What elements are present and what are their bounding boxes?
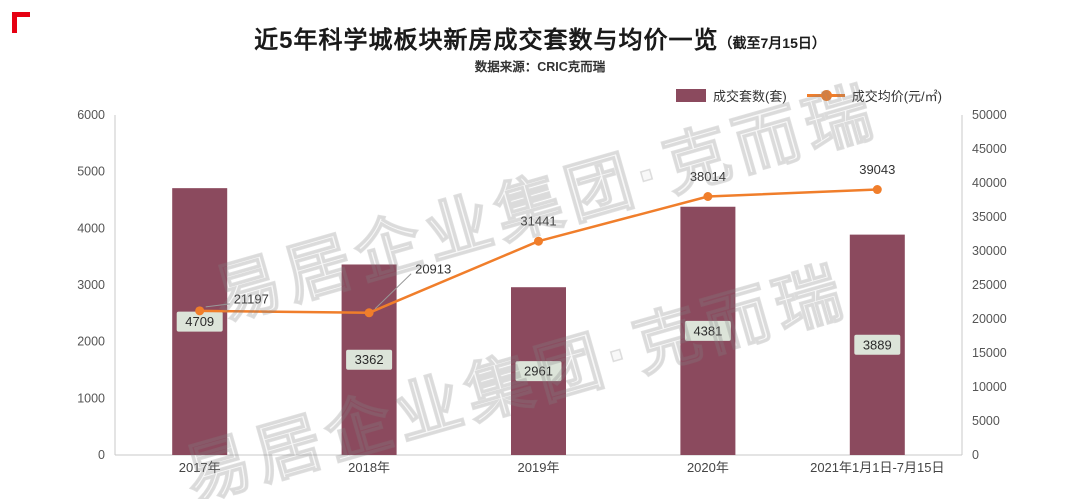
bar-value-label: 2961	[524, 364, 553, 379]
right-axis-tick: 30000	[972, 244, 1007, 258]
line-series-swatch	[806, 89, 845, 102]
bar-series-label: 成交套数(套)	[713, 89, 787, 104]
line-series-label: 成交均价(元/㎡)	[851, 89, 942, 104]
page-title: 近5年科学城板块新房成交套数与均价一览	[254, 27, 719, 54]
right-axis-tick: 20000	[972, 312, 1007, 326]
right-axis-tick: 0	[972, 448, 979, 462]
right-axis-tick: 25000	[972, 278, 1007, 292]
bar-value-label: 3362	[355, 352, 384, 367]
line-value-label: 38014	[690, 169, 726, 184]
line-point	[195, 306, 205, 316]
x-axis-category-label: 2020年	[687, 460, 729, 475]
red-corner-mark	[12, 12, 30, 33]
bar-value-box	[515, 361, 562, 382]
left-axis-tick: 5000	[77, 165, 105, 179]
left-axis-tick: 4000	[77, 221, 105, 235]
bar-value-box	[176, 311, 223, 332]
line-value-label: 21197	[234, 291, 269, 306]
line-point	[703, 192, 713, 202]
legend-item-bars: 成交套数(套)	[676, 86, 787, 105]
line-value-label: 20913	[415, 261, 451, 276]
data-source-subtitle: 数据来源：CRIC克而瑞	[474, 60, 606, 74]
chart-legend: 成交套数(套) 成交均价(元/㎡)	[676, 86, 942, 105]
label-leader-line	[205, 303, 230, 308]
line-swatch-dot	[820, 90, 832, 101]
bar-value-box	[854, 334, 901, 355]
right-axis-tick: 45000	[972, 142, 1007, 156]
bar-value-label: 4381	[693, 323, 722, 338]
title-row: 近5年科学城板块新房成交套数与均价一览（截至7月15日）	[0, 20, 1080, 55]
right-axis-tick: 35000	[972, 210, 1007, 224]
line-value-label: 31441	[520, 214, 556, 229]
x-axis-category-label: 2019年	[518, 460, 560, 475]
x-axis-category-label: 2017年	[179, 460, 221, 475]
left-axis-tick: 6000	[77, 108, 105, 122]
left-axis-tick: 3000	[77, 278, 105, 292]
legend-item-line: 成交均价(元/㎡)	[806, 86, 942, 105]
line-point	[872, 185, 882, 195]
line-point	[364, 308, 374, 318]
page-title-suffix: （截至7月15日）	[718, 35, 826, 51]
left-axis-tick: 2000	[77, 335, 105, 349]
line-point	[534, 236, 543, 246]
right-axis-tick: 15000	[972, 346, 1007, 360]
bar-series-swatch	[676, 89, 707, 102]
x-axis-category-label: 2021年1月1日-7月15日	[810, 460, 944, 475]
bar-value-label: 4709	[185, 314, 214, 329]
right-axis-tick: 50000	[972, 108, 1007, 122]
right-axis-tick: 5000	[972, 414, 1000, 428]
right-axis-tick: 10000	[972, 380, 1007, 394]
bar-value-box	[346, 349, 393, 370]
bar-value-box	[684, 320, 731, 341]
right-axis-tick: 40000	[972, 176, 1007, 190]
left-axis-tick: 1000	[77, 391, 105, 405]
left-axis-tick: 0	[98, 448, 105, 462]
label-leader-line	[374, 273, 412, 310]
x-axis-category-label: 2018年	[348, 460, 390, 475]
line-value-label: 39043	[859, 162, 895, 177]
bar-value-label: 3889	[863, 337, 892, 352]
